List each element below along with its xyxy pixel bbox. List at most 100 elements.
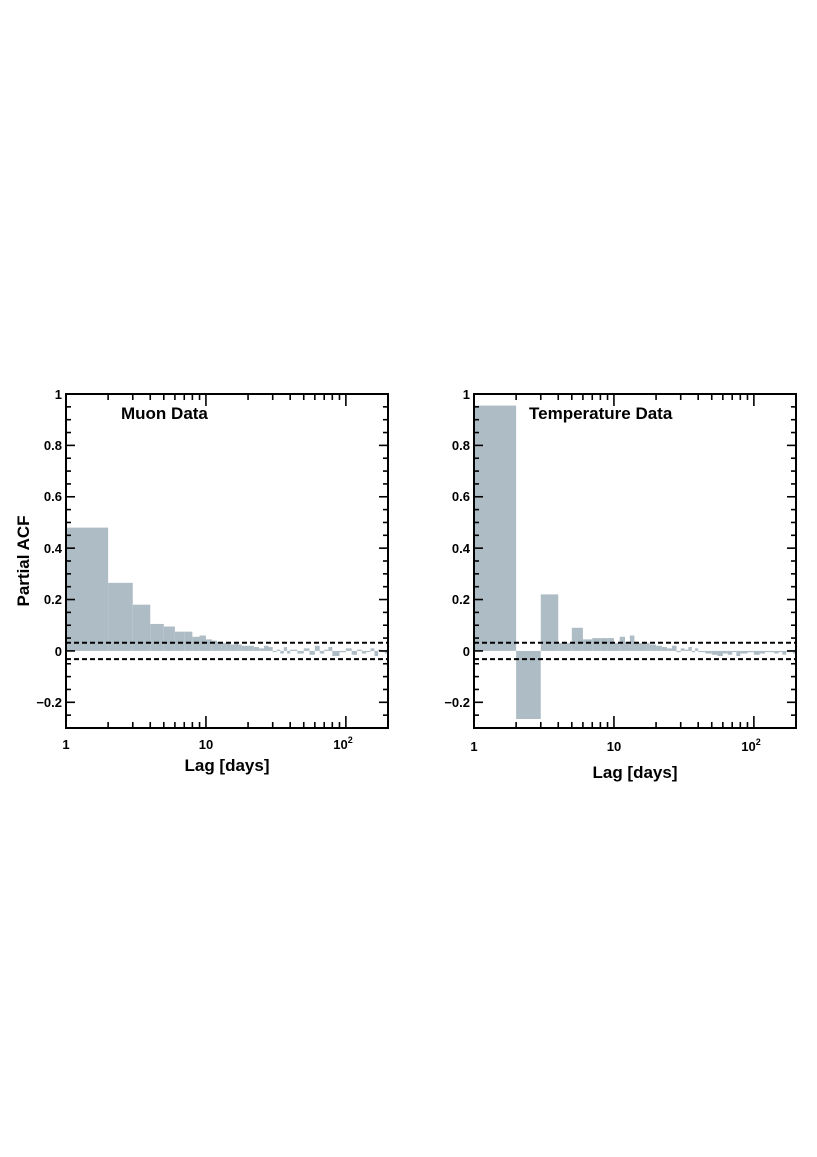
temperature-pacf-bar [753,650,760,655]
muon-pacf-bar [280,650,284,654]
temperature-x-tick-label: 102 [741,737,760,754]
muon-pacf-bar [287,650,291,654]
muon-pacf-bar [328,647,333,651]
temperature-pacf-bar [691,650,696,653]
muon-y-tick-label: 0.8 [44,438,62,453]
muon-pacf-bar [374,650,379,657]
muon-y-axis-title: Partial ACF [14,515,33,606]
temperature-y-tick-label: 0.2 [452,592,470,607]
temperature-pacf-bar [732,650,737,653]
temperature-pacf-bar [592,638,601,651]
temperature-pacf-bar [646,643,650,651]
muon-pacf-bar [339,650,346,653]
muon-pacf-bar [217,641,222,651]
muon-pacf-bar [244,645,249,651]
muon-panel: Muon Data 1 0.8 0.6 0.4 0.2 0 −0.2 1 10 … [14,387,389,775]
muon-pacf-bar [230,644,235,651]
muon-pacf-bar [283,647,288,651]
temperature-y-tick-label: 0.6 [452,489,470,504]
temperature-pacf-bar [698,650,706,653]
temperature-pacf-bar [740,650,748,654]
temperature-pacf-bar [474,405,517,651]
muon-pacf-bar [253,647,260,651]
temperature-y-tick-label: 0 [463,644,470,659]
muon-pacf-bar [238,644,242,651]
temperature-pacf-bar [558,643,572,651]
temperature-pacf-bar [667,648,673,651]
muon-pacf-bar [259,648,265,651]
muon-pacf-bar [351,650,357,655]
temperature-pacf-bar [540,594,559,651]
muon-pacf-bar [384,650,388,654]
muon-pacf-bar [332,650,340,657]
temperature-pacf-bar [676,650,681,653]
muon-pacf-bar [319,650,325,654]
temperature-y-tick-label: 0.4 [452,541,471,556]
temperature-pacf-bar [769,650,775,653]
muon-pacf-bar [108,582,133,651]
muon-pacf-bar [276,649,281,651]
muon-pacf-bar [361,650,367,654]
muon-pacf-bar [132,604,151,651]
temperature-pacf-bar [607,638,614,651]
temperature-pacf-bar [649,644,653,651]
muon-ticks [65,393,389,729]
temperature-pacf-bar [705,650,712,654]
temperature-pacf-bar [619,636,626,651]
temperature-pacf-bar [684,649,689,651]
temperature-pacf-bar [747,650,754,653]
temperature-pacf-bar [688,647,692,651]
muon-x-tick-label: 1 [62,737,69,752]
temperature-y-tick-label: 0.8 [452,438,470,453]
muon-y-tick-label: −0.2 [36,695,62,710]
temperature-pacf-bar [778,650,783,653]
temperature-pacf-bar [680,648,685,651]
muon-pacf-bar [241,645,245,651]
muon-bars [66,527,389,657]
temperature-pacf-bar [629,635,635,651]
muon-y-tick-label: 0.6 [44,489,62,504]
muon-x-tick-label: 102 [333,735,352,752]
muon-pacf-bar [356,649,362,651]
muon-pacf-bar [268,647,273,651]
muon-pacf-bar [234,643,239,651]
temperature-x-tick-label: 1 [470,739,477,754]
temperature-pacf-bar [638,643,643,651]
muon-pacf-bar [221,643,227,651]
muon-x-tick-label: 10 [199,737,213,752]
temperature-pacf-bar [727,650,733,655]
muon-pacf-bar [290,649,298,651]
temperature-pacf-bar [516,650,541,720]
muon-y-tick-label: 0.2 [44,592,62,607]
temperature-pacf-bar [736,650,741,657]
muon-pacf-bar [370,648,375,651]
temperature-ticks [473,393,797,729]
muon-y-tick-label: 0 [55,644,62,659]
temperature-x-tick-label: 10 [607,739,621,754]
temperature-pacf-bar [759,650,765,654]
muon-y-tick-label: 1 [55,387,62,402]
muon-pacf-bar [309,650,315,655]
temperature-pacf-bar [656,645,662,651]
muon-pacf-bar [345,648,352,651]
temperature-pacf-bar [661,647,668,651]
temperature-pacf-bar [634,641,639,651]
muon-pacf-bar [211,640,218,651]
temperature-pacf-bar [782,650,787,655]
temperature-pacf-bar [722,650,728,654]
muon-pacf-bar [272,650,277,653]
muon-pacf-bar [366,650,371,653]
muon-pacf-bar [163,626,175,651]
temperature-y-tick-label: 1 [463,387,470,402]
temperature-panel: Temperature Data 1 0.8 0.6 0.4 0.2 0 −0.… [444,387,797,782]
temperature-pacf-bar [582,639,593,651]
temperature-pacf-bar [600,638,608,651]
muon-pacf-bar [314,645,320,651]
temperature-pacf-bar [717,650,723,657]
temperature-pacf-bar [711,650,718,655]
muon-pacf-bar [248,645,254,651]
temperature-pacf-bar [613,643,620,651]
muon-pacf-bar [303,648,310,651]
muon-pacf-bar [174,631,185,651]
